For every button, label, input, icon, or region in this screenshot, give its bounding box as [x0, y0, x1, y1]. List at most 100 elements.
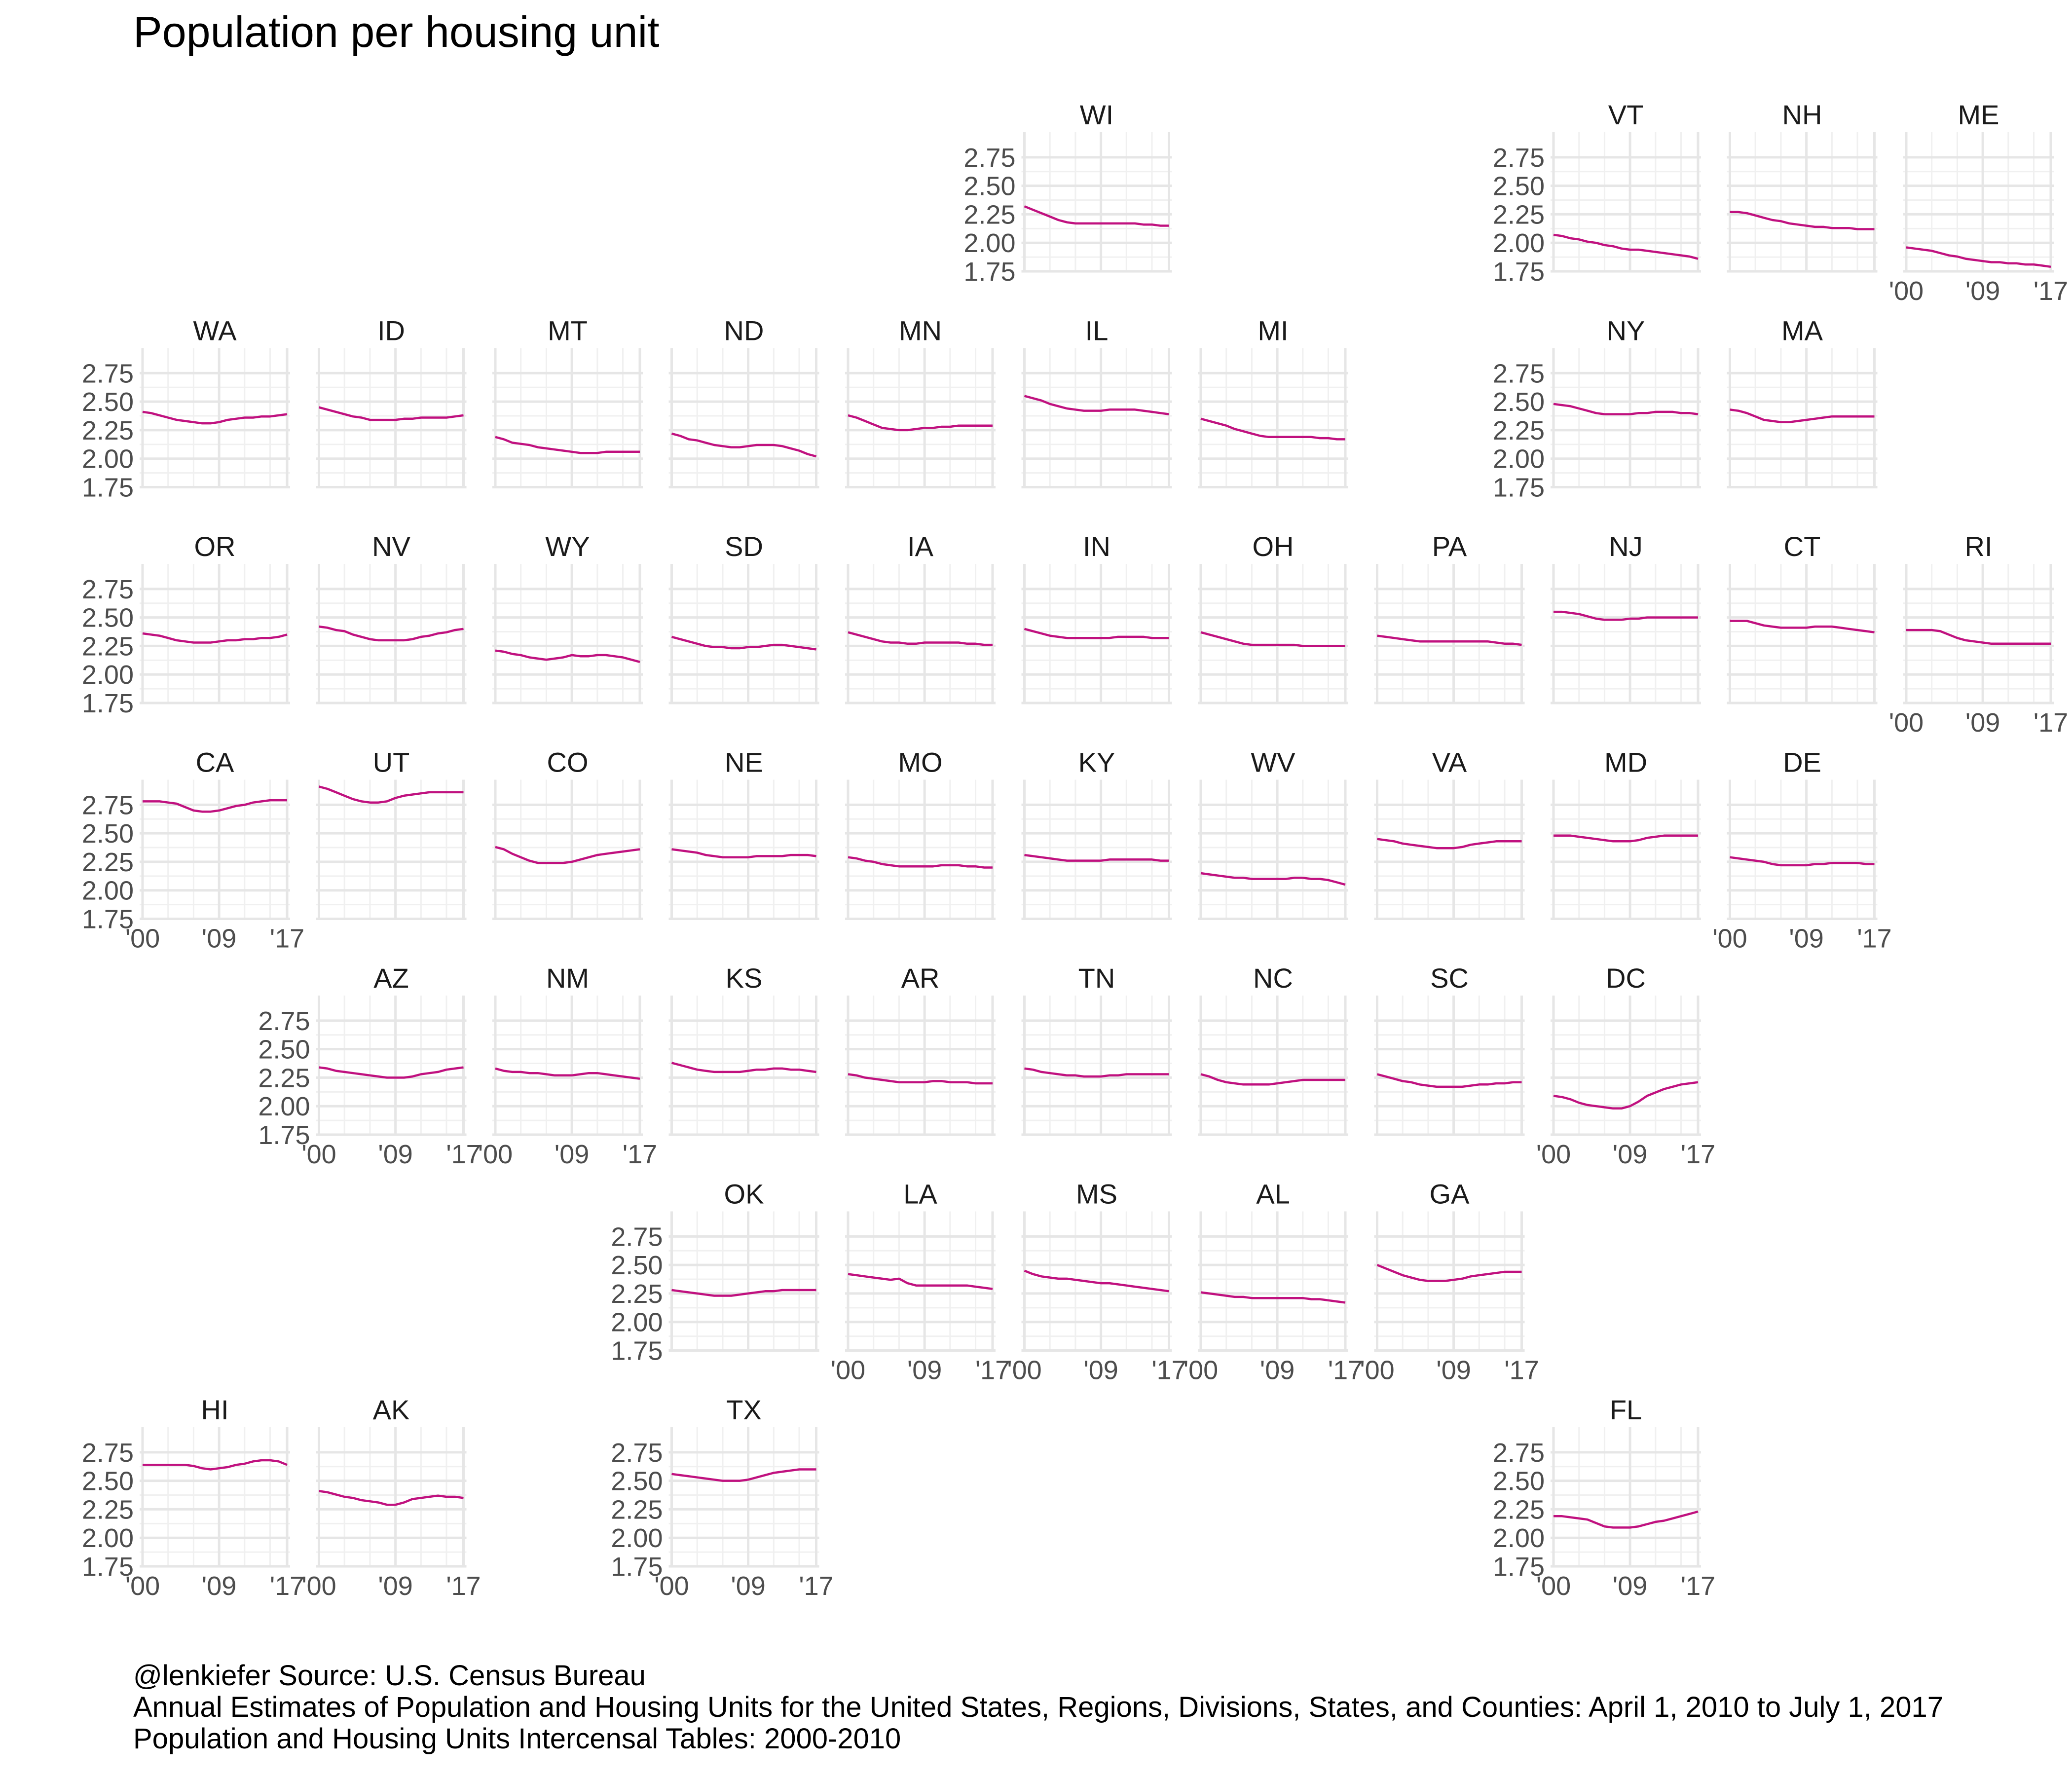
x-tick-label: '09 — [378, 1571, 412, 1601]
facet-va: VA — [1374, 747, 1525, 920]
x-tick-label: '09 — [1789, 924, 1823, 954]
facet-nm: NM '00 '09 '17 — [478, 962, 657, 1169]
facet-la: LA '00 '09 '17 — [831, 1179, 1010, 1385]
x-tick-label: '17 — [1681, 1571, 1715, 1601]
facet-label: DC — [1606, 962, 1646, 994]
y-tick-label: 2.50 — [82, 819, 134, 849]
y-tick-label: 2.00 — [82, 444, 134, 474]
x-tick-label: '09 — [1436, 1356, 1471, 1385]
facet-ar: AR — [845, 962, 996, 1136]
y-tick-label: 2.00 — [611, 1523, 663, 1553]
facet-ny: NY 2.752.502.252.001.75 — [1493, 315, 1701, 503]
series-line-oh — [1200, 631, 1345, 647]
caption: @lenkiefer Source: U.S. Census Bureau An… — [133, 1660, 1943, 1755]
series-line-ct — [1730, 620, 1875, 633]
x-tick-label: '09 — [907, 1356, 942, 1385]
facet-md: MD — [1551, 747, 1701, 920]
facet-ri: RI '00 '09 '17 — [1889, 531, 2068, 738]
y-tick-label: 2.50 — [963, 172, 1015, 201]
facet-me: ME '00 '09 '17 — [1889, 99, 2068, 306]
series-line-dc — [1553, 1081, 1699, 1110]
series-line-wi — [1024, 205, 1169, 227]
facet-label: NV — [372, 531, 410, 562]
y-tick-label: 2.50 — [1493, 387, 1545, 417]
y-tick-label: 2.25 — [611, 1279, 663, 1309]
series-line-tn — [1024, 1067, 1169, 1078]
x-tick-label: '17 — [2034, 708, 2068, 738]
series-line-wa — [142, 410, 288, 425]
facet-il: IL — [1021, 315, 1172, 488]
y-tick-label: 2.25 — [1493, 1495, 1545, 1524]
y-tick-label: 2.75 — [82, 359, 134, 388]
series-line-co — [495, 846, 640, 864]
x-tick-label: '17 — [1504, 1356, 1539, 1385]
y-tick-label: 2.00 — [82, 1523, 134, 1553]
y-tick-label: 2.00 — [1493, 1523, 1545, 1553]
x-tick-label: '17 — [1857, 924, 1891, 954]
x-tick-label: '00 — [1889, 708, 1924, 738]
facet-label: OK — [724, 1179, 764, 1210]
facet-sc: SC — [1374, 962, 1525, 1136]
x-tick-label: '17 — [1151, 1356, 1186, 1385]
facet-label: NH — [1782, 99, 1822, 130]
series-line-ne — [671, 848, 816, 858]
facet-label: IN — [1083, 531, 1110, 562]
series-line-ca — [143, 799, 287, 813]
series-line-wv — [1200, 872, 1346, 886]
y-tick-label: 1.75 — [258, 1120, 310, 1150]
caption-line-3: Population and Housing Units Intercensal… — [133, 1723, 901, 1755]
facet-label: VT — [1608, 99, 1644, 130]
facet-ia: IA — [845, 531, 996, 704]
facet-label: ME — [1958, 99, 1999, 130]
y-tick-label: 1.75 — [611, 1552, 663, 1582]
facet-label: CT — [1784, 531, 1821, 562]
x-tick-label: '09 — [1083, 1356, 1118, 1385]
y-tick-label: 2.25 — [82, 631, 134, 661]
facet-label: CO — [547, 747, 589, 778]
facet-label: MD — [1604, 747, 1647, 778]
facet-label: LA — [903, 1179, 937, 1210]
facet-nd: ND — [668, 315, 819, 488]
series-line-wy — [495, 649, 640, 663]
y-tick-label: 2.25 — [1493, 200, 1545, 229]
facet-ok: OK 2.752.502.252.001.75 — [611, 1179, 819, 1366]
facet-ks: KS — [668, 962, 819, 1136]
x-tick-label: '00 — [1712, 924, 1747, 954]
series-line-mn — [848, 414, 993, 432]
series-line-ok — [671, 1289, 816, 1297]
x-tick-label: '09 — [1260, 1356, 1295, 1385]
x-tick-label: '17 — [446, 1571, 481, 1601]
series-line-nh — [1730, 211, 1875, 230]
series-line-in — [1024, 628, 1169, 639]
facet-label: WV — [1251, 747, 1295, 778]
y-tick-label: 1.75 — [82, 1552, 134, 1582]
x-tick-label: '00 — [831, 1356, 865, 1385]
x-tick-label: '09 — [1613, 1571, 1647, 1601]
x-tick-label: '17 — [270, 924, 304, 954]
facet-ma: MA — [1727, 315, 1878, 488]
series-line-de — [1730, 856, 1875, 867]
x-tick-label: '09 — [1613, 1140, 1647, 1169]
y-tick-label: 2.50 — [82, 387, 134, 417]
x-tick-label: '17 — [446, 1140, 481, 1169]
x-tick-label: '09 — [1965, 708, 2000, 738]
y-tick-label: 2.00 — [82, 660, 134, 690]
facet-label: NE — [725, 747, 763, 778]
x-tick-label: '00 — [1536, 1571, 1571, 1601]
series-line-md — [1554, 834, 1698, 843]
y-tick-label: 2.00 — [1493, 444, 1545, 474]
y-tick-label: 2.50 — [82, 1467, 134, 1496]
x-tick-label: '00 — [125, 1571, 160, 1601]
series-line-hi — [143, 1459, 288, 1471]
series-line-or — [142, 632, 288, 644]
facet-dc: DC '00 '09 '17 — [1536, 962, 1715, 1169]
facet-ga: GA '00 '09 '17 — [1360, 1179, 1539, 1385]
facet-in: IN — [1021, 531, 1172, 704]
facet-label: NJ — [1609, 531, 1642, 562]
y-tick-label: 1.75 — [963, 257, 1015, 287]
facet-ne: NE — [668, 747, 819, 920]
y-tick-label: 2.00 — [963, 228, 1015, 258]
facet-sd: SD — [668, 531, 819, 704]
x-tick-label: '00 — [125, 924, 160, 954]
